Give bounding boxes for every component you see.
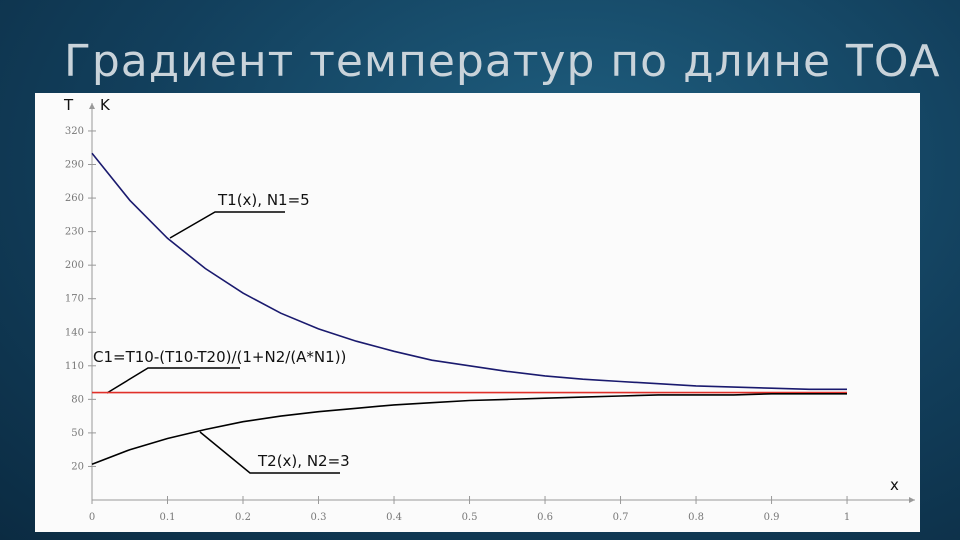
y-tick-label: 50 <box>71 428 84 439</box>
y-tick-label: 110 <box>65 361 84 372</box>
chart-panel <box>35 93 920 532</box>
x-tick-label: 0.8 <box>688 512 704 523</box>
x-tick-label: 0.3 <box>311 512 327 523</box>
x-tick-label: 0.6 <box>537 512 553 523</box>
y-tick-label: 170 <box>65 294 84 305</box>
callout-line <box>199 431 340 474</box>
x-axis-arrow <box>909 497 915 503</box>
series-line <box>91 152 847 391</box>
y-tick-label: 20 <box>71 461 84 472</box>
x-tick-label: 0.2 <box>235 512 251 523</box>
y-tick-label: 260 <box>65 193 84 204</box>
y-tick-label: 80 <box>71 394 84 405</box>
series-label: T1(x), N1=5 <box>217 191 310 209</box>
y-tick-label: 140 <box>65 327 84 338</box>
x-tick-label: 0.9 <box>764 512 780 523</box>
x-tick-label: 0.1 <box>160 512 176 523</box>
callout-line <box>169 211 285 239</box>
y-tick-label: 200 <box>65 260 84 271</box>
x-axis-label: x <box>890 476 899 494</box>
series-line <box>91 392 847 465</box>
series-label: T2(x), N2=3 <box>257 452 350 470</box>
x-tick-label: 0.5 <box>462 512 478 523</box>
x-tick-label: 0.4 <box>386 512 402 523</box>
x-tick-label: 0.7 <box>613 512 629 523</box>
callout-line <box>106 367 240 394</box>
x-tick-label: 1 <box>844 512 850 523</box>
slide-title: Градиент температур по длине ТОА <box>64 36 941 87</box>
x-tick-label: 0 <box>89 512 95 523</box>
y-tick-label: 320 <box>65 126 84 137</box>
y-axis-unit: K <box>100 96 111 114</box>
y-axis-arrow <box>89 103 95 109</box>
series-label: C1=T10-(T10-T20)/(1+N2/(A*N1)) <box>93 348 346 366</box>
y-axis-label: T <box>63 96 74 114</box>
y-tick-label: 230 <box>65 227 84 238</box>
y-tick-label: 290 <box>65 160 84 171</box>
